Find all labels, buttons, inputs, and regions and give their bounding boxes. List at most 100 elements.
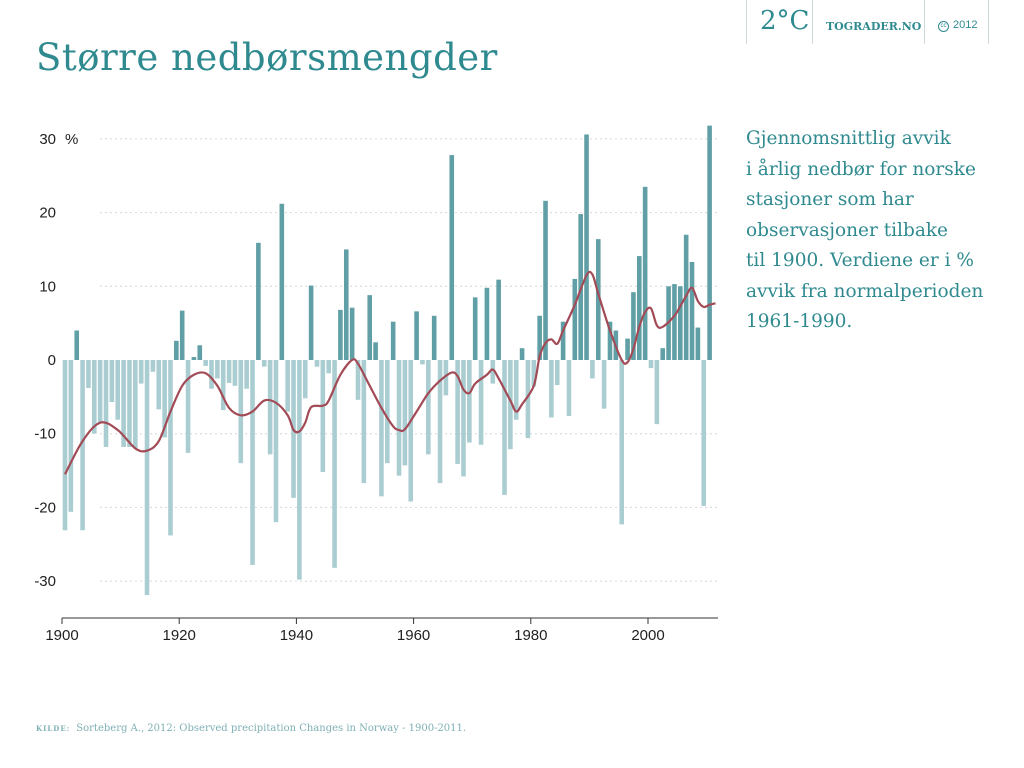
description-line: Gjennomsnittlig avvik — [746, 128, 951, 149]
bar-1941 — [302, 360, 308, 399]
bar-1933 — [256, 242, 261, 360]
bar-1948 — [343, 249, 349, 360]
bar-1961 — [420, 360, 425, 365]
y-tick-label: 0 — [48, 352, 56, 369]
bar-1990 — [590, 360, 595, 379]
bar-1964 — [437, 360, 443, 484]
bar-1983 — [549, 360, 554, 418]
y-tick-label: -30 — [34, 573, 56, 590]
x-tick-label: 1940 — [280, 627, 313, 644]
bar-1919 — [174, 340, 179, 360]
description-line: observasjoner tilbake — [746, 219, 949, 241]
y-axis-unit: % — [65, 131, 78, 148]
bar-1995 — [619, 360, 624, 525]
bar-2007 — [689, 261, 695, 360]
bar-2001 — [654, 360, 660, 425]
bar-1984 — [554, 360, 560, 386]
x-tick-label: 1920 — [163, 627, 196, 644]
x-tick-label: 1980 — [514, 627, 547, 644]
bar-1992 — [601, 360, 607, 409]
bar-1935 — [267, 360, 273, 455]
bar-1976 — [508, 360, 513, 450]
bar-1926 — [215, 360, 220, 379]
source-label: KILDE: — [36, 724, 71, 733]
bar-1974 — [496, 279, 501, 360]
bar-1944 — [320, 360, 326, 473]
site-link[interactable]: TOGRADER.NO — [826, 20, 922, 33]
bar-1902 — [74, 330, 80, 360]
bar-1946 — [332, 360, 337, 568]
x-tick-label: 1900 — [45, 627, 78, 644]
description-line: til 1900. Verdiene er i % — [746, 250, 974, 271]
bar-1924 — [203, 360, 208, 366]
y-tick-label: 20 — [39, 205, 56, 222]
bar-1930 — [238, 360, 244, 464]
bar-1957 — [396, 360, 402, 476]
bar-1929 — [232, 360, 238, 386]
bar-1965 — [443, 360, 449, 396]
bar-2009 — [701, 360, 707, 506]
bar-1970 — [472, 297, 478, 360]
bar-1937 — [279, 203, 285, 360]
bar-1931 — [244, 360, 249, 389]
bar-1968 — [461, 360, 466, 477]
bar-1918 — [168, 360, 173, 536]
logo[interactable]: 2°C — [760, 6, 810, 36]
bar-1993 — [607, 321, 613, 360]
bar-1945 — [326, 360, 331, 374]
y-tick-label: 30 — [39, 131, 56, 148]
bar-1914 — [144, 360, 150, 596]
bar-1985 — [560, 321, 566, 360]
bar-2004 — [672, 284, 677, 360]
bar-1999 — [642, 186, 648, 360]
bar-1956 — [390, 321, 396, 360]
bar-1997 — [631, 292, 636, 360]
bar-1932 — [250, 360, 255, 565]
bar-1963 — [431, 315, 437, 360]
bar-1950 — [355, 360, 361, 400]
bar-1973 — [490, 360, 496, 384]
bar-1934 — [261, 360, 267, 367]
header-divider — [746, 0, 747, 44]
bar-1920 — [179, 310, 185, 360]
x-tick-label: 2000 — [631, 627, 664, 644]
bar-1909 — [115, 360, 121, 420]
bar-2000 — [648, 360, 654, 369]
license-year: 2012 — [953, 19, 978, 31]
bar-1936 — [273, 360, 279, 523]
bar-1928 — [226, 360, 232, 383]
bar-1991 — [595, 239, 601, 360]
bar-1901 — [68, 360, 74, 512]
bar-1986 — [566, 360, 572, 417]
bar-1977 — [513, 360, 519, 420]
bar-2005 — [678, 286, 683, 360]
bar-1981 — [537, 315, 542, 360]
bar-1925 — [209, 360, 214, 389]
bar-1987 — [572, 278, 578, 360]
bar-1906 — [97, 360, 103, 423]
description-line: stasjoner som har — [746, 189, 914, 210]
bar-1927 — [220, 360, 226, 411]
bar-1910 — [121, 360, 126, 447]
bar-1996 — [625, 338, 630, 360]
bar-1940 — [297, 360, 302, 580]
bar-1979 — [525, 360, 531, 439]
bar-1982 — [543, 200, 548, 360]
bar-1952 — [367, 295, 373, 360]
bar-1916 — [156, 360, 162, 410]
description-line: avvik fra normalperioden — [746, 280, 984, 302]
bar-1967 — [455, 360, 460, 464]
bar-1969 — [467, 360, 472, 443]
bar-1998 — [636, 256, 642, 360]
header-divider — [988, 0, 989, 44]
license: cc 2012 — [938, 19, 977, 32]
bar-1943 — [314, 360, 320, 367]
bar-1900 — [62, 360, 68, 531]
bar-1915 — [150, 360, 156, 372]
bar-1913 — [138, 360, 144, 384]
bar-1955 — [385, 360, 390, 464]
bar-1923 — [197, 345, 203, 360]
precipitation-chart: 30 20 10 0 -10 -20 -30% 1900 1920 1940 1960 1980 200… — [34, 125, 718, 644]
bar-1951 — [361, 360, 367, 484]
bar-2008 — [695, 327, 701, 360]
